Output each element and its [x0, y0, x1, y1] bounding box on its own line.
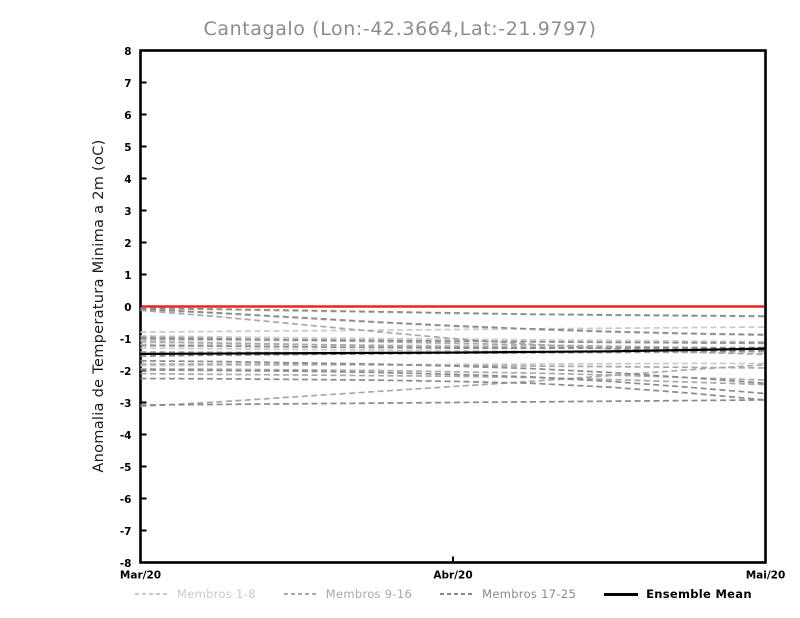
y-tick-label: 2	[124, 238, 131, 250]
legend-label-ensemble-mean: Ensemble Mean	[646, 587, 752, 601]
member-line	[140, 369, 766, 395]
member-line	[140, 372, 766, 386]
legend-label-membros-9-16: Membros 9-16	[325, 587, 413, 601]
y-tick-label: -2	[120, 366, 132, 378]
y-tick-label: 7	[124, 78, 131, 90]
legend-swatch-dashed-dark	[440, 592, 475, 596]
y-tick-label: 6	[124, 110, 131, 122]
x-tick-label: Mai/20	[746, 570, 786, 582]
member-line	[140, 340, 766, 351]
y-tick-label: 4	[124, 174, 131, 186]
y-tick-label: 5	[124, 142, 131, 154]
member-line	[140, 360, 766, 385]
x-tick-label: Abr/20	[433, 570, 472, 582]
ensemble-mean-line	[140, 347, 766, 355]
legend-label-membros-1-8: Membros 1-8	[177, 587, 256, 601]
y-tick-label: 0	[124, 302, 131, 314]
legend-label-membros-17-25: Membros 17-25	[482, 587, 577, 601]
y-tick-label: 8	[124, 46, 131, 58]
member-line	[140, 307, 766, 317]
member-line	[140, 307, 766, 318]
legend-item-membros-9-16: Membros 9-16	[283, 587, 413, 601]
member-line	[140, 309, 766, 356]
member-line	[140, 308, 766, 337]
x-tick-label: Mar/20	[120, 570, 161, 582]
y-tick-label: -7	[120, 526, 132, 538]
legend-item-membros-17-25: Membros 17-25	[440, 587, 576, 601]
member-line	[140, 377, 766, 401]
y-tick-label: -6	[120, 494, 132, 506]
chart-title: Cantagalo (Lon:-42.3664,Lat:-21.9797)	[203, 18, 597, 40]
member-line	[140, 344, 766, 349]
member-line	[140, 363, 766, 369]
y-tick-label: -3	[120, 398, 132, 410]
member-line	[140, 326, 766, 333]
legend-swatch-solid-black	[604, 592, 639, 596]
member-line	[140, 362, 766, 367]
y-tick-label: -1	[120, 334, 132, 346]
y-tick-label: -8	[120, 558, 132, 570]
y-tick-label: 1	[124, 270, 131, 282]
legend-swatch-dashed-medium	[283, 592, 318, 596]
legend-item-ensemble-mean: Ensemble Mean	[604, 587, 752, 601]
y-tick-label: 3	[124, 206, 131, 218]
member-line	[140, 399, 766, 406]
member-line	[140, 308, 766, 336]
member-line	[140, 339, 766, 345]
chart-legend: Membros 1-8 Membros 9-16 Membros 17-25 E…	[135, 583, 775, 605]
y-tick-label: -4	[120, 430, 132, 442]
legend-item-membros-1-8: Membros 1-8	[135, 587, 256, 601]
y-tick-label: -5	[120, 462, 132, 474]
member-line	[140, 343, 766, 349]
legend-swatch-dashed-light	[135, 592, 169, 596]
member-line	[140, 363, 766, 408]
